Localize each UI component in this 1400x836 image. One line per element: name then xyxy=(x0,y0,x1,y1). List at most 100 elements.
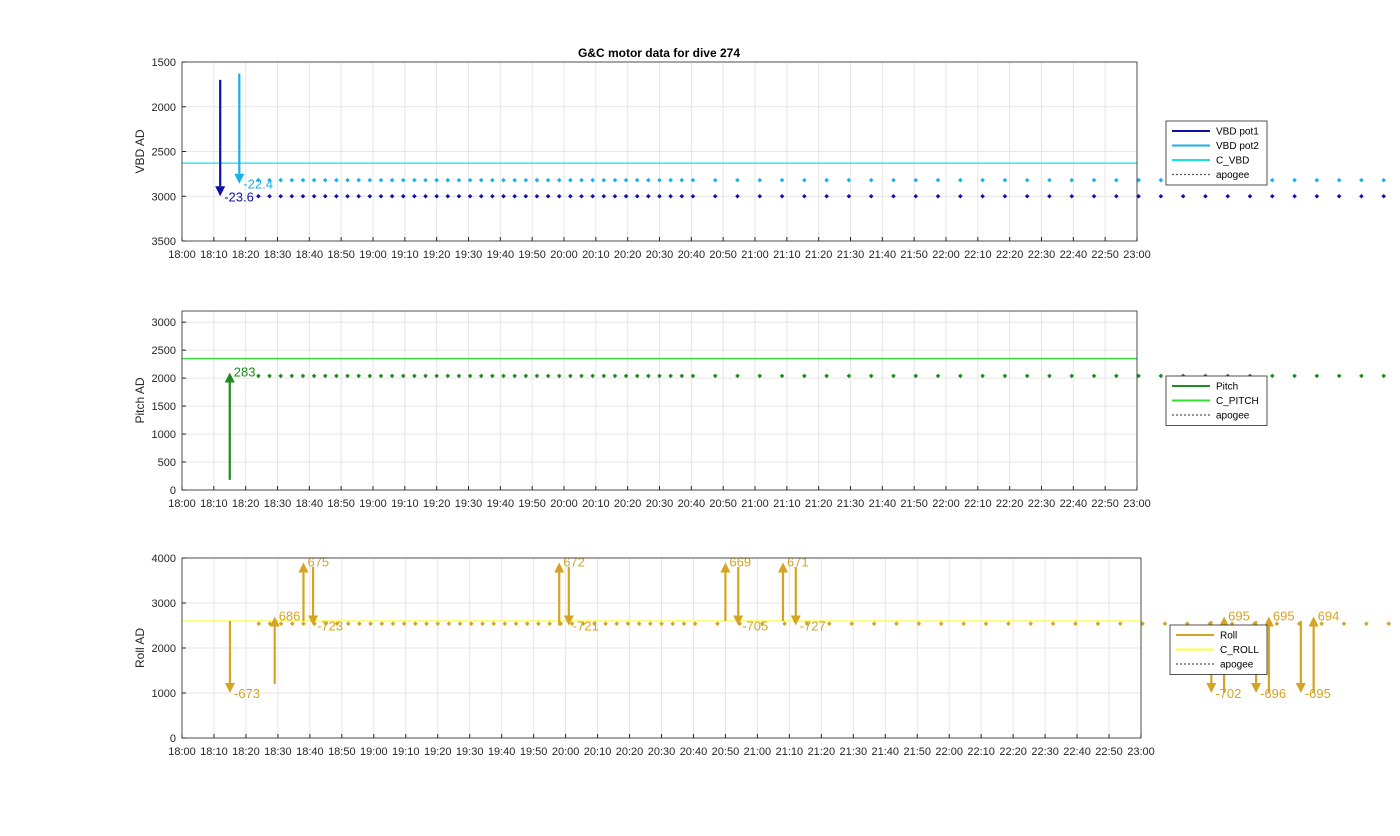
data-point xyxy=(569,621,575,626)
x-tick-label: 21:00 xyxy=(741,249,769,261)
data-point xyxy=(938,621,944,626)
legend-entry: VBD pot1 xyxy=(1216,127,1259,138)
x-tick-label: 19:40 xyxy=(488,746,516,758)
legend-entry: VBD pot2 xyxy=(1216,141,1259,152)
x-tick-label: 20:30 xyxy=(646,249,674,261)
move-arrow-head xyxy=(224,683,235,693)
data-point xyxy=(300,373,306,379)
data-point xyxy=(1136,193,1141,199)
data-point xyxy=(614,621,620,626)
data-point xyxy=(311,193,317,199)
move-arrow-head xyxy=(790,615,801,626)
data-point xyxy=(1247,193,1253,199)
x-tick-label: 23:00 xyxy=(1127,746,1155,758)
y-tick-label: 0 xyxy=(170,733,176,745)
data-point xyxy=(779,177,785,183)
x-tick-label: 18:10 xyxy=(200,498,228,510)
data-point xyxy=(456,177,462,183)
data-point xyxy=(612,193,618,199)
data-point xyxy=(379,621,385,626)
data-point xyxy=(512,177,517,183)
data-point xyxy=(612,373,618,379)
data-point xyxy=(423,177,428,183)
y-tick-label: 0 xyxy=(170,485,176,497)
data-point xyxy=(456,373,462,379)
move-label: -702 xyxy=(1215,686,1241,701)
motor-moves: 283318317 xyxy=(224,365,255,480)
data-point xyxy=(1091,177,1097,183)
data-point xyxy=(935,373,941,379)
data-point xyxy=(401,621,407,626)
data-point xyxy=(334,373,339,379)
data-point xyxy=(601,373,607,379)
data-point xyxy=(547,621,552,626)
data-point xyxy=(657,193,662,199)
data-point xyxy=(1114,177,1119,183)
x-tick-label: 21:00 xyxy=(744,746,772,758)
move-arrow-head xyxy=(720,562,731,573)
data-point xyxy=(480,621,485,626)
y-tick-label: 3500 xyxy=(152,236,176,248)
data-point xyxy=(300,177,306,183)
data-point xyxy=(1292,193,1297,199)
data-point xyxy=(657,373,662,379)
x-tick-label: 18:10 xyxy=(200,249,228,261)
data-point xyxy=(556,193,562,199)
move-label: -705 xyxy=(742,619,768,634)
y-tick-label: 4000 xyxy=(152,553,176,565)
data-point xyxy=(423,373,428,379)
data-point xyxy=(690,177,696,183)
data-point xyxy=(1381,373,1387,379)
data-point xyxy=(634,177,640,183)
data-point xyxy=(646,193,651,199)
data-point xyxy=(523,177,529,183)
data-point xyxy=(636,621,642,626)
x-tick-label: 20:50 xyxy=(712,746,740,758)
data-point xyxy=(715,621,720,626)
data-point xyxy=(980,373,985,379)
x-tick-label: 22:30 xyxy=(1031,746,1059,758)
data-point xyxy=(1091,193,1097,199)
data-point xyxy=(735,193,740,199)
x-tick-label: 22:10 xyxy=(967,746,995,758)
x-tick-label: 21:10 xyxy=(773,249,801,261)
x-tick-label: 18:00 xyxy=(168,498,196,510)
x-tick-label: 18:20 xyxy=(232,249,260,261)
x-tick-label: 20:10 xyxy=(584,746,612,758)
data-point xyxy=(690,373,696,379)
y-axis-label: Roll AD xyxy=(133,628,147,668)
data-point xyxy=(679,193,685,199)
data-point xyxy=(735,177,740,183)
y-tick-label: 2000 xyxy=(152,102,176,114)
x-tick-label: 22:10 xyxy=(964,249,992,261)
x-tick-label: 19:50 xyxy=(518,498,546,510)
x-tick-label: 19:20 xyxy=(423,249,451,261)
x-tick-label: 20:40 xyxy=(680,746,708,758)
data-point xyxy=(345,373,350,379)
data-point xyxy=(389,193,395,199)
move-arrow-head xyxy=(777,562,788,573)
data-point xyxy=(512,193,517,199)
x-tick-label: 18:50 xyxy=(327,249,355,261)
x-tick-label: 22:50 xyxy=(1091,249,1119,261)
x-tick-label: 18:30 xyxy=(264,249,292,261)
data-point xyxy=(712,373,718,379)
data-point xyxy=(301,621,306,626)
data-point xyxy=(1136,177,1141,183)
move-arrow-head xyxy=(298,562,309,573)
data-point xyxy=(782,621,787,626)
x-tick-label: 21:20 xyxy=(805,498,833,510)
data-point xyxy=(278,373,283,379)
data-point xyxy=(659,621,664,626)
x-tick-label: 22:10 xyxy=(964,498,992,510)
y-axis-label: Pitch AD xyxy=(133,377,147,423)
x-tick-label: 18:40 xyxy=(296,498,324,510)
data-point xyxy=(824,373,829,379)
move-arrow-head xyxy=(1295,683,1306,693)
x-tick-label: 22:50 xyxy=(1095,746,1123,758)
x-tick-label: 20:10 xyxy=(582,249,610,261)
data-point xyxy=(289,193,295,199)
data-point xyxy=(435,621,441,626)
